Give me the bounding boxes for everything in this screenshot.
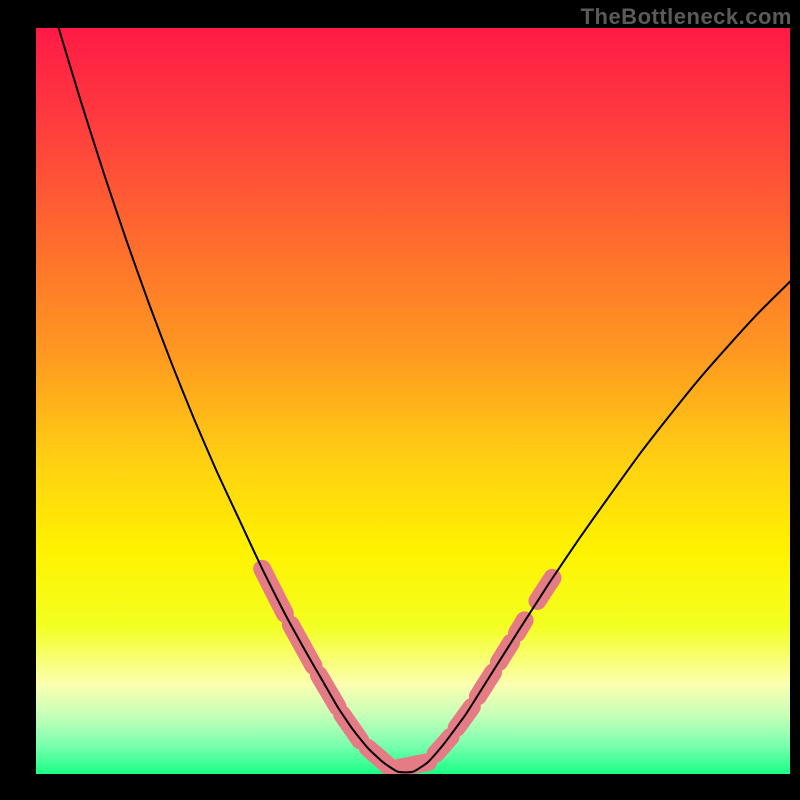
- plot-background: [36, 28, 790, 774]
- chart-svg: [0, 0, 800, 800]
- chart-frame: TheBottleneck.com: [0, 0, 800, 800]
- watermark: TheBottleneck.com: [581, 4, 792, 30]
